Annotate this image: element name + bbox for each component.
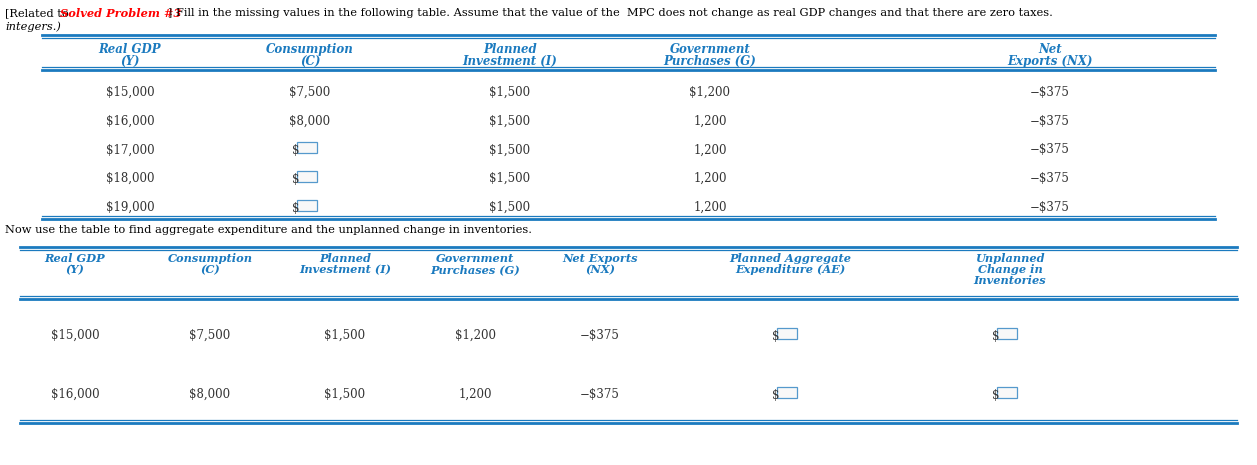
Text: 1,200: 1,200 (694, 115, 727, 127)
Text: $16,000: $16,000 (106, 115, 155, 127)
Text: Consumption: Consumption (167, 253, 253, 264)
Text: −$375: −$375 (1029, 201, 1070, 214)
Text: $1,500: $1,500 (489, 115, 530, 127)
Text: $7,500: $7,500 (190, 329, 230, 342)
Text: 1,200: 1,200 (694, 172, 727, 185)
Text: $: $ (992, 389, 999, 402)
Text: Net Exports: Net Exports (562, 253, 637, 264)
FancyBboxPatch shape (997, 328, 1017, 339)
Text: −$375: −$375 (579, 329, 620, 342)
Text: $1,500: $1,500 (324, 329, 366, 342)
Text: $: $ (292, 145, 299, 158)
Text: $: $ (772, 389, 779, 402)
Text: $8,000: $8,000 (190, 388, 230, 401)
Text: $19,000: $19,000 (106, 201, 155, 214)
Text: $8,000: $8,000 (289, 115, 331, 127)
Text: Investment (I): Investment (I) (299, 264, 391, 275)
Text: Planned Aggregate: Planned Aggregate (729, 253, 851, 264)
Text: Real GDP: Real GDP (99, 43, 161, 56)
FancyBboxPatch shape (777, 328, 797, 339)
FancyBboxPatch shape (297, 200, 317, 211)
Text: $16,000: $16,000 (50, 388, 99, 401)
Text: ] Fill in the missing values in the following table. Assume that the value of th: ] Fill in the missing values in the foll… (168, 8, 1053, 18)
Text: [Related to: [Related to (5, 8, 73, 18)
Text: (NX): (NX) (585, 264, 615, 275)
Text: −$375: −$375 (579, 388, 620, 401)
Text: integers.): integers.) (5, 21, 60, 32)
Text: (C): (C) (300, 55, 321, 68)
Text: 1,200: 1,200 (459, 388, 491, 401)
Text: Inventories: Inventories (974, 275, 1046, 286)
Text: Real GDP: Real GDP (45, 253, 106, 264)
Text: (Y): (Y) (121, 55, 140, 68)
Text: Government: Government (436, 253, 514, 264)
Text: $1,200: $1,200 (690, 86, 730, 99)
Text: Consumption: Consumption (266, 43, 354, 56)
Text: $15,000: $15,000 (106, 86, 155, 99)
Text: −$375: −$375 (1029, 86, 1070, 99)
Text: $: $ (292, 202, 299, 215)
Text: (C): (C) (200, 264, 220, 275)
Text: Net: Net (1038, 43, 1062, 56)
Text: Exports (NX): Exports (NX) (1007, 55, 1092, 68)
Text: $1,500: $1,500 (489, 172, 530, 185)
Text: −$375: −$375 (1029, 172, 1070, 185)
Text: $1,500: $1,500 (324, 388, 366, 401)
FancyBboxPatch shape (297, 142, 317, 153)
Text: Planned: Planned (483, 43, 537, 56)
Text: 1,200: 1,200 (694, 143, 727, 156)
Text: −$375: −$375 (1029, 115, 1070, 127)
Text: Purchases (G): Purchases (G) (430, 264, 520, 275)
FancyBboxPatch shape (297, 171, 317, 182)
Text: $1,500: $1,500 (489, 143, 530, 156)
Text: Now use the table to find aggregate expenditure and the unplanned change in inve: Now use the table to find aggregate expe… (5, 225, 532, 235)
Text: Change in: Change in (978, 264, 1042, 275)
Text: $: $ (992, 330, 999, 343)
Text: −$375: −$375 (1029, 143, 1070, 156)
Text: Solved Problem #3: Solved Problem #3 (60, 8, 181, 19)
Text: $7,500: $7,500 (289, 86, 331, 99)
Text: Planned: Planned (319, 253, 371, 264)
Text: $1,200: $1,200 (455, 329, 495, 342)
Text: Unplanned: Unplanned (975, 253, 1045, 264)
Text: (Y): (Y) (65, 264, 84, 275)
FancyBboxPatch shape (997, 387, 1017, 398)
Text: $: $ (772, 330, 779, 343)
FancyBboxPatch shape (777, 387, 797, 398)
Text: $1,500: $1,500 (489, 201, 530, 214)
Text: $17,000: $17,000 (106, 143, 155, 156)
Text: $18,000: $18,000 (106, 172, 155, 185)
Text: Expenditure (AE): Expenditure (AE) (735, 264, 845, 275)
Text: 1,200: 1,200 (694, 201, 727, 214)
Text: Investment (I): Investment (I) (463, 55, 557, 68)
Text: $: $ (292, 173, 299, 186)
Text: $1,500: $1,500 (489, 86, 530, 99)
Text: Purchases (G): Purchases (G) (664, 55, 757, 68)
Text: Government: Government (670, 43, 750, 56)
Text: $15,000: $15,000 (50, 329, 99, 342)
